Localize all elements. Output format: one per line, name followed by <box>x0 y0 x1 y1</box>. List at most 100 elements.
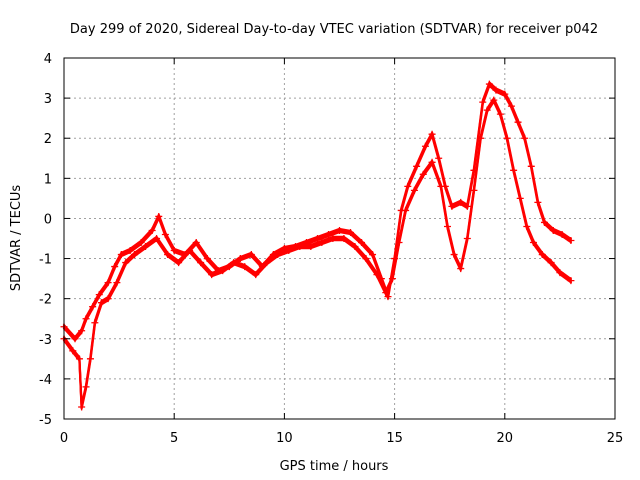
data-point <box>148 226 156 234</box>
data-point <box>296 243 304 251</box>
data-point <box>492 86 500 94</box>
data-point <box>82 383 90 391</box>
data-point <box>113 279 121 287</box>
series-line-track-a <box>62 83 572 340</box>
data-point <box>358 239 366 247</box>
x-tick-label: 20 <box>497 431 514 446</box>
data-point <box>192 239 200 247</box>
data-point <box>388 275 396 283</box>
data-point <box>137 239 145 247</box>
data-point <box>95 291 103 299</box>
data-series <box>60 80 575 411</box>
x-axis-label: GPS time / hours <box>280 459 389 474</box>
data-point <box>252 271 260 279</box>
data-point <box>347 228 355 236</box>
data-point <box>463 235 471 242</box>
data-point <box>443 222 451 230</box>
data-point <box>527 162 535 170</box>
data-point <box>421 142 429 150</box>
y-tick-label: 4 <box>44 52 52 67</box>
data-point <box>329 235 337 242</box>
y-tick-label: 2 <box>44 132 52 147</box>
data-point <box>186 247 194 255</box>
x-tick-labels: 0 5 10 15 20 25 <box>60 431 623 446</box>
data-point <box>419 170 427 178</box>
data-point <box>247 251 255 259</box>
data-point <box>428 158 436 166</box>
markers-track-b <box>60 96 575 411</box>
data-point <box>313 235 321 242</box>
data-point <box>263 259 271 267</box>
y-tick-label: 0 <box>44 212 52 227</box>
data-point <box>75 355 83 363</box>
x-tick-label: 0 <box>60 431 68 446</box>
data-point <box>241 263 249 271</box>
data-point <box>470 186 478 194</box>
data-point <box>86 355 94 363</box>
data-point <box>556 269 564 277</box>
data-point <box>463 202 471 210</box>
y-axis-label: SDTVAR / TECUs <box>9 185 24 292</box>
data-point <box>274 251 282 259</box>
y-tick-label: -2 <box>39 293 52 308</box>
data-point <box>479 98 487 106</box>
data-point <box>413 162 421 170</box>
data-point <box>307 243 315 251</box>
data-point <box>373 271 381 279</box>
data-point <box>521 134 529 142</box>
x-tick-label: 25 <box>607 431 624 446</box>
series-line-track-b <box>62 99 572 409</box>
data-point <box>236 255 244 263</box>
y-tick-label: -5 <box>39 413 52 428</box>
data-point <box>382 289 390 297</box>
y-tick-label: -1 <box>39 253 52 268</box>
data-point <box>170 247 178 255</box>
chart-title: Day 299 of 2020, Sidereal Day-to-day VTE… <box>70 22 598 37</box>
data-point <box>203 255 211 263</box>
data-point <box>175 259 183 267</box>
data-point <box>437 182 445 190</box>
data-point <box>457 265 465 273</box>
data-point <box>104 279 112 287</box>
data-point <box>91 319 99 327</box>
data-point <box>523 222 531 230</box>
grid-lines <box>64 58 615 419</box>
data-point <box>540 218 548 226</box>
data-point <box>161 230 169 238</box>
data-point <box>230 259 238 267</box>
data-point <box>155 212 163 220</box>
data-point <box>510 166 518 174</box>
data-point <box>97 299 105 307</box>
data-point <box>435 154 443 162</box>
data-point <box>111 263 119 271</box>
data-point <box>516 194 524 202</box>
data-point <box>448 202 456 210</box>
axis-ticks <box>63 57 616 420</box>
data-point <box>450 251 458 259</box>
data-point <box>402 206 410 214</box>
y-tick-label: 1 <box>44 172 52 187</box>
data-point <box>384 293 392 301</box>
data-point <box>82 315 90 323</box>
data-point <box>89 303 97 311</box>
data-point <box>71 335 79 343</box>
data-point <box>503 134 511 142</box>
data-point <box>501 90 509 98</box>
y-tick-label: -4 <box>39 373 52 388</box>
data-point <box>529 239 537 247</box>
y-tick-labels: -5 -4 -3 -2 -1 0 1 2 3 4 <box>39 52 52 428</box>
data-point <box>324 230 332 238</box>
data-point <box>514 118 522 126</box>
data-point <box>490 96 498 104</box>
data-point <box>164 251 172 259</box>
data-point <box>351 243 359 251</box>
data-point <box>142 243 150 251</box>
plot-frame <box>63 57 616 420</box>
y-tick-label: 3 <box>44 92 52 107</box>
x-tick-label: 5 <box>170 431 178 446</box>
data-point <box>318 239 326 247</box>
data-point <box>477 134 485 142</box>
y-tick-label: -3 <box>39 333 52 348</box>
data-point <box>104 295 112 303</box>
